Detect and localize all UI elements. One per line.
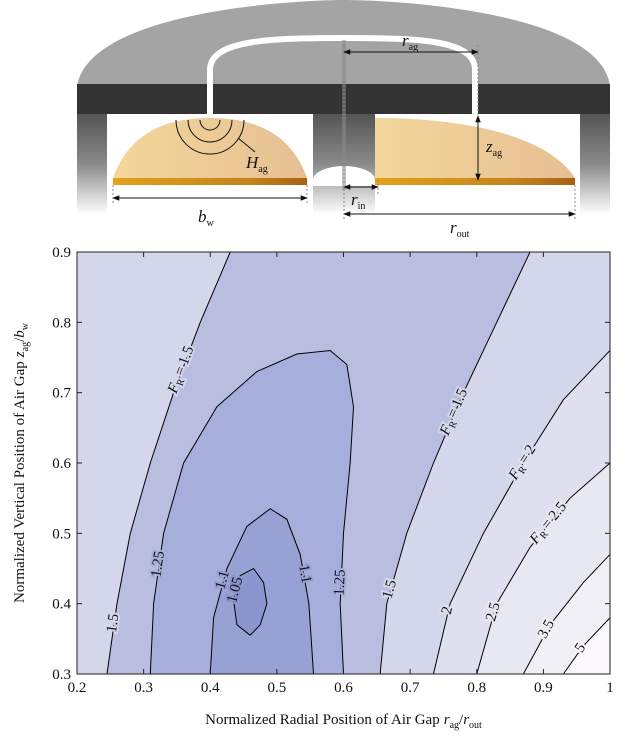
contour-label: 1.1 <box>295 563 314 584</box>
level-value: 1.5 <box>104 613 122 634</box>
dimension-label: rout <box>450 218 470 240</box>
y-tick-label: 0.8 <box>52 315 71 331</box>
level-value: 1.1 <box>295 563 314 584</box>
figure: ragzagHagbwrinrout 1.5FR=1.51.5FR=1.52FR… <box>0 0 626 738</box>
axis-label: Normalized Vertical Position of Air Gapz… <box>12 322 31 603</box>
x-tick-label: 1 <box>606 680 614 696</box>
winding <box>375 178 575 185</box>
x-tick-label: 0.5 <box>268 680 287 696</box>
x-tick-label: 0.4 <box>201 680 220 696</box>
axis-label-text: Normalized Vertical Position of Air Gap <box>12 361 28 603</box>
dimension-label-symbol: b <box>198 207 207 226</box>
axis-label-subscript: ag <box>450 720 459 731</box>
level-value: 1.25 <box>332 569 349 596</box>
dimension-label-subscript: out <box>457 229 470 240</box>
axis-label-subscript: ag <box>20 342 31 351</box>
y-tick-label: 0.4 <box>52 597 71 613</box>
pillar <box>77 114 107 214</box>
pillar <box>580 114 610 214</box>
dimension-label: bw <box>198 207 215 229</box>
dimension-label-subscript: ag <box>409 42 418 53</box>
axis-label-text: Normalized Radial Position of Air Gap <box>205 712 440 728</box>
contour-label: 1.25 <box>332 569 349 596</box>
contour-label: 1.5 <box>104 613 122 634</box>
axis-label-subscript: out <box>469 720 482 731</box>
field-region <box>113 118 307 178</box>
y-tick-label: 0.6 <box>52 456 71 472</box>
x-tick-label: 0.6 <box>334 680 353 696</box>
dimension-label-subscript: ag <box>258 164 267 175</box>
y-tick-label: 0.5 <box>52 526 71 542</box>
dimension-label-subscript: w <box>207 218 215 229</box>
y-tick-label: 0.3 <box>52 667 71 683</box>
contour-plot: 1.5FR=1.51.5FR=1.52FR=22.5FR=2.53.551.25… <box>12 245 614 731</box>
dimension-label-subscript: ag <box>493 148 502 159</box>
x-tick-label: 0.3 <box>134 680 153 696</box>
field-region <box>375 118 575 178</box>
y-tick-label: 0.7 <box>52 386 71 402</box>
axis-label-subscript: w <box>20 322 31 330</box>
y-tick-label: 0.9 <box>52 245 71 261</box>
winding <box>113 178 307 185</box>
x-tick-label: 0.9 <box>534 680 553 696</box>
dimension-label-subscript: in <box>358 201 366 212</box>
x-tick-label: 0.8 <box>467 680 486 696</box>
x-tick-label: 0.7 <box>401 680 420 696</box>
